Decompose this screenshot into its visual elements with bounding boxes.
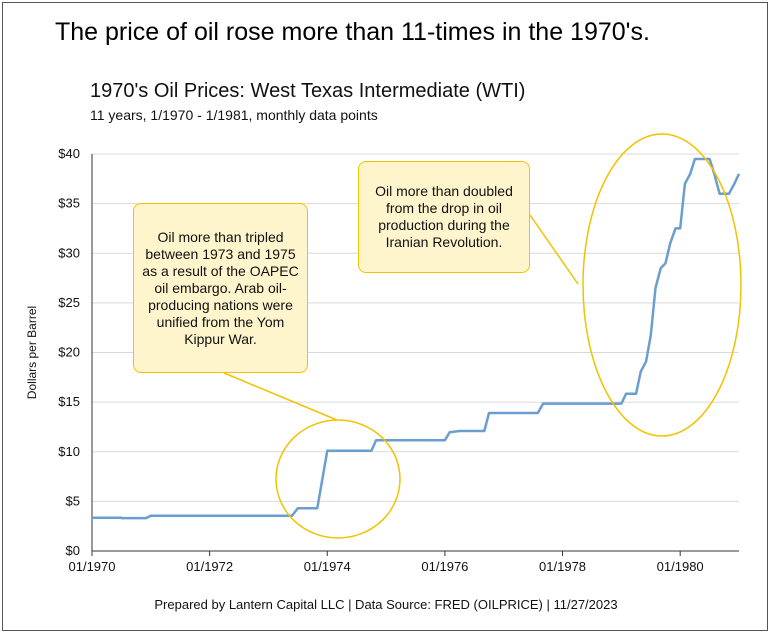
y-tick-label: $15: [58, 394, 80, 409]
annotation-callout-iran: Oil more than doubled from the drop in o…: [358, 161, 530, 273]
y-tick-label: $0: [66, 543, 80, 558]
embargo-connector-line: [223, 372, 338, 421]
y-tick-label: $35: [58, 196, 80, 211]
x-tick-label: 01/1978: [539, 559, 586, 574]
headline: The price of oil rose more than 11-times…: [55, 18, 650, 46]
annotation-text-iran: Oil more than doubled from the drop in o…: [375, 183, 513, 250]
footer-credit: Prepared by Lantern Capital LLC | Data S…: [154, 597, 618, 612]
embargo-highlight-ellipse: [275, 419, 401, 539]
iran-highlight-ellipse: [582, 133, 742, 437]
annotation-callout-embargo: Oil more than tripled between 1973 and 1…: [133, 203, 308, 373]
x-tick-label: 01/1974: [304, 559, 351, 574]
annotation-text-embargo: Oil more than tripled between 1973 and 1…: [142, 228, 299, 347]
y-axis-label: Dollars per Barrel: [25, 306, 39, 399]
oil-price-series-line: [92, 157, 741, 520]
x-tick-label: 01/1980: [657, 559, 704, 574]
chart-title: 1970's Oil Prices: West Texas Intermedia…: [90, 80, 526, 102]
y-tick-label: $5: [66, 493, 80, 508]
y-tick-label: $25: [58, 295, 80, 310]
y-tick-label: $30: [58, 245, 80, 260]
y-tick-label: $10: [58, 444, 80, 459]
y-tick-label: $40: [58, 146, 80, 161]
x-tick-label: 01/1976: [421, 559, 468, 574]
y-tick-label: $20: [58, 345, 80, 360]
chart-subtitle: 11 years, 1/1970 - 1/1981, monthly data …: [90, 107, 378, 123]
iran-connector-line: [529, 214, 579, 285]
x-tick-label: 01/1972: [186, 559, 233, 574]
x-tick-label: 01/1970: [69, 559, 116, 574]
